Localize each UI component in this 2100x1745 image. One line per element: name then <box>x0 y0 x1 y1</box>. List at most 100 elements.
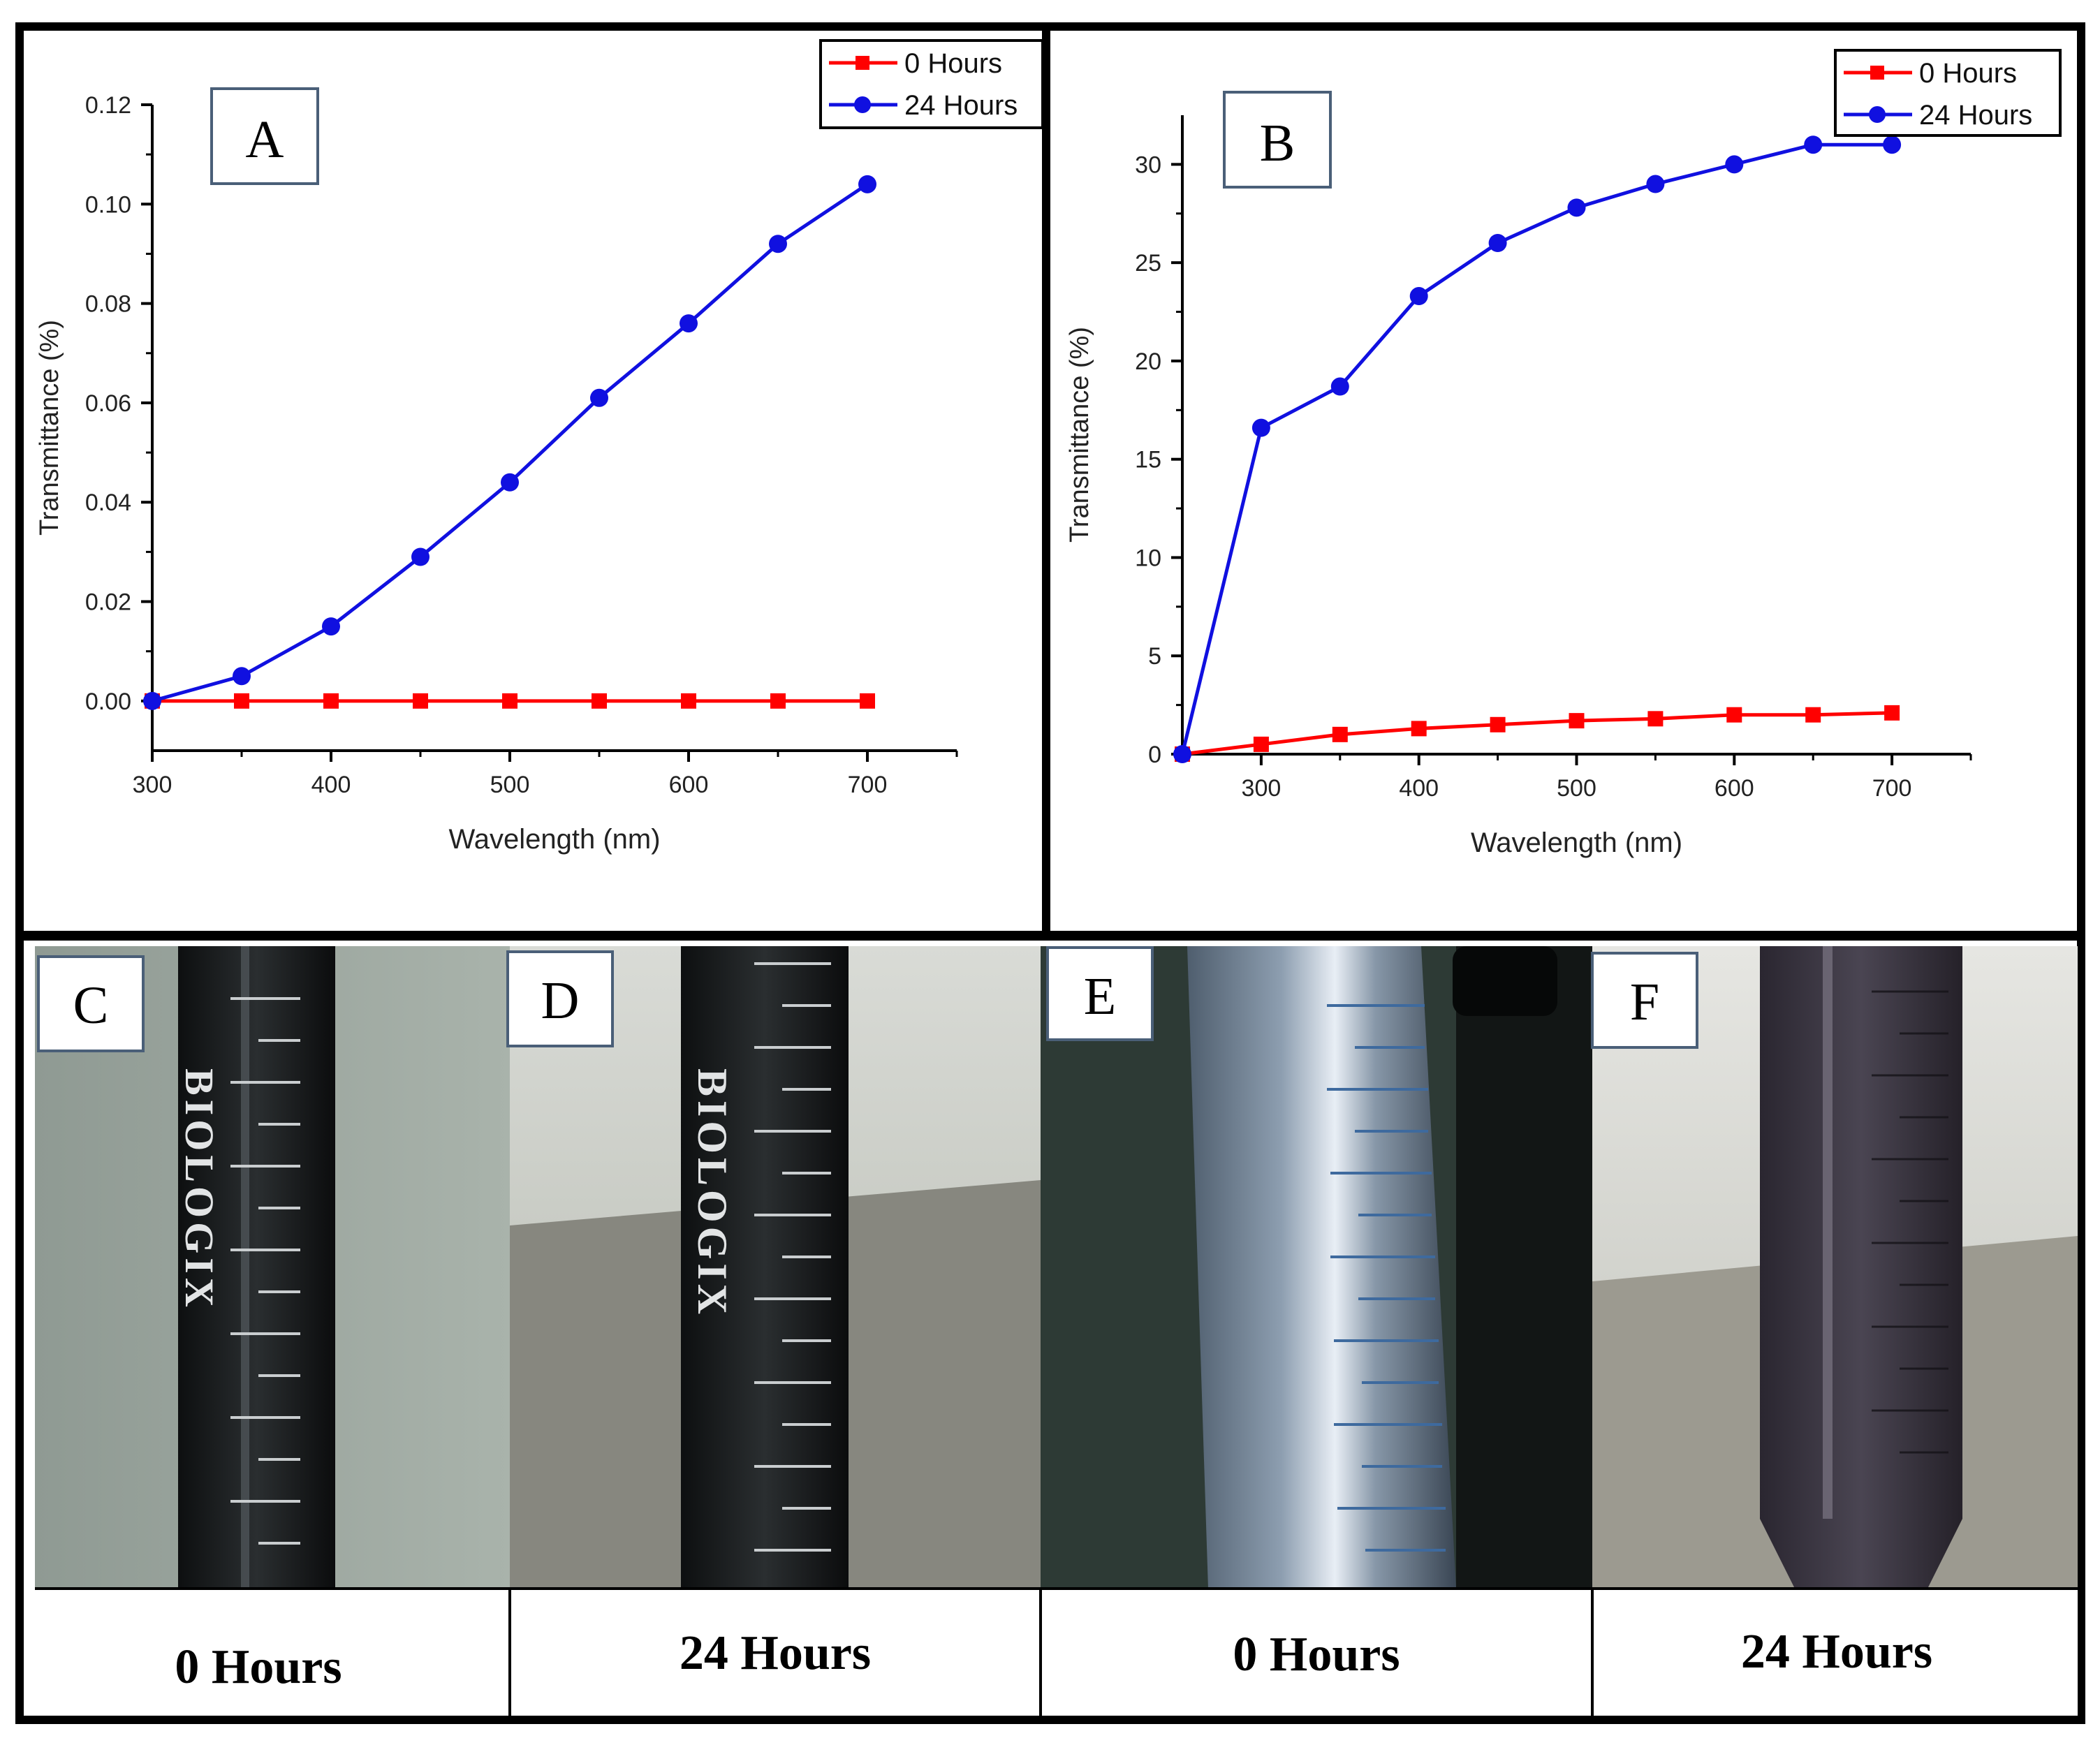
chart-a-point-24h <box>501 473 519 492</box>
chart-b-legend-marker-24h <box>1869 106 1886 123</box>
chart-b-y-tick-label: 25 <box>1135 250 1161 277</box>
caption-c: 0 Hours <box>175 1640 342 1694</box>
chart-b-point-0h <box>1411 721 1427 737</box>
photo-f-letter: F <box>1630 973 1659 1031</box>
photo-e-letter: E <box>1084 967 1116 1026</box>
chart-b-x-tick-label: 500 <box>1557 775 1596 802</box>
photo-c: BIOLOGIX C <box>35 946 510 1589</box>
photo-f-cylinder <box>1760 946 1962 1589</box>
chart-a-point-0h <box>323 693 339 709</box>
chart-a-y-tick-label: 0.06 <box>85 390 131 417</box>
chart-b-y-tick-label: 5 <box>1148 643 1161 670</box>
chart-b-point-0h <box>1647 711 1664 727</box>
chart-b-point-24h <box>1567 198 1586 217</box>
chart-b-y-tick-label: 15 <box>1135 447 1161 473</box>
chart-b-letter: B <box>1260 114 1295 172</box>
photo-e-cylinder <box>1187 946 1456 1589</box>
chart-b-point-24h <box>1646 175 1665 193</box>
chart-b-point-0h <box>1884 705 1900 721</box>
chart-b-x-tick-label: 700 <box>1872 775 1912 802</box>
photo-e-graduations <box>1327 1004 1446 1552</box>
photo-c-graduations <box>230 997 300 1545</box>
chart-a-x-tick-label: 400 <box>311 772 351 798</box>
chart-b-legend-label: 24 Hours <box>1919 100 2032 131</box>
chart-a-point-24h <box>322 617 340 636</box>
chart-a-y-tick-label: 0.12 <box>85 92 131 119</box>
chart-b-legend-label: 0 Hours <box>1919 58 2017 89</box>
chart-b-point-0h <box>1332 726 1348 742</box>
photo-c-tube-lettering: BIOLOGIX <box>177 1068 222 1311</box>
photo-c-highlight <box>241 946 249 1589</box>
chart-b-point-0h <box>1726 707 1742 723</box>
chart-b-point-24h <box>1804 135 1823 154</box>
chart-a-point-0h <box>413 693 428 709</box>
photo-f-highlight <box>1823 946 1833 1519</box>
chart-b-point-24h <box>1409 287 1428 306</box>
photo-e: E <box>1041 946 1592 1589</box>
chart-b: B 0 5 10 15 20 25 30 300 400 500 600 700 Wavelength … <box>1065 49 2062 858</box>
chart-a-series-24h-line <box>152 182 869 703</box>
photo-d-tube-lettering: BIOLOGIX <box>689 1068 735 1318</box>
chart-a-letter-box <box>210 87 319 185</box>
caption-f: 24 Hours <box>1741 1625 1932 1679</box>
chart-b-y-tick-label: 0 <box>1148 742 1161 768</box>
chart-b-point-0h <box>1253 736 1269 752</box>
chart-a-point-24h <box>411 547 429 566</box>
chart-a-point-0h <box>770 693 786 709</box>
chart-a: A 0.00 0.02 0.04 0.06 0.08 0.10 0.12 300 400 500 6… <box>35 39 1044 855</box>
chart-a-point-24h <box>590 388 608 407</box>
chart-b-x-tick-label: 400 <box>1399 775 1439 802</box>
chart-a-point-24h <box>769 235 787 253</box>
chart-b-point-24h <box>1488 234 1507 252</box>
chart-b-point-24h <box>1883 135 1902 154</box>
photo-e-letter-box <box>1046 946 1154 1041</box>
chart-b-y-tick-label: 10 <box>1135 545 1161 571</box>
photo-d-letter-box <box>506 950 614 1047</box>
chart-a-x-axis-label: Wavelength (nm) <box>448 824 660 855</box>
chart-a-legend-label: 24 Hours <box>904 90 1018 121</box>
chart-b-point-24h <box>1251 418 1270 437</box>
photo-d-letter: D <box>541 971 580 1030</box>
chart-b-x-axis-label: Wavelength (nm) <box>1471 827 1682 858</box>
chart-b-point-0h <box>1805 707 1821 723</box>
caption-d: 24 Hours <box>680 1626 871 1680</box>
chart-a-point-0h <box>234 693 249 709</box>
photo-e-clamp <box>1453 946 1557 1016</box>
photo-e-dark-stand <box>1456 946 1592 1589</box>
chart-a-point-24h <box>858 175 876 193</box>
chart-b-point-24h <box>1330 377 1349 396</box>
chart-a-y-tick-label: 0.08 <box>85 291 131 318</box>
chart-a-point-24h <box>143 691 161 710</box>
chart-a-y-tick-label: 0.02 <box>85 589 131 616</box>
chart-b-series-0h-line <box>1182 711 1893 756</box>
photo-d-graduations <box>754 962 831 1552</box>
chart-b-y-tick-label: 20 <box>1135 348 1161 375</box>
chart-a-y-tick-label: 0.10 <box>85 191 131 218</box>
chart-a-y-tick-label: 0.04 <box>85 489 131 516</box>
chart-a-point-0h <box>681 693 696 709</box>
photo-f-graduations <box>1872 990 1948 1454</box>
photo-f: F <box>1591 946 2078 1589</box>
photo-f-letter-box <box>1591 952 1698 1049</box>
chart-a-y-tick-label: 0.00 <box>85 689 131 715</box>
chart-b-x-tick-label: 600 <box>1714 775 1754 802</box>
chart-b-y-axis-label: Transmittance (%) <box>1065 327 1094 543</box>
photo-c-cylinder <box>178 946 335 1589</box>
chart-a-legend-label: 0 Hours <box>904 48 1002 79</box>
chart-b-letter-box <box>1223 91 1332 189</box>
chart-a-point-0h <box>502 693 517 709</box>
chart-a-legend-box <box>819 39 1044 129</box>
chart-b-y-tick-label: 30 <box>1135 152 1161 178</box>
chart-b-series-24h-line <box>1180 142 1893 755</box>
chart-b-point-24h <box>1725 155 1744 174</box>
chart-a-x-tick-label: 300 <box>133 772 172 798</box>
photo-d: BIOLOGIX D <box>506 946 1041 1589</box>
chart-a-legend-marker-0h <box>856 56 869 70</box>
chart-b-legend-marker-0h <box>1870 66 1884 80</box>
caption-e: 0 Hours <box>1233 1628 1400 1681</box>
chart-a-point-0h <box>860 693 875 709</box>
chart-a-point-24h <box>233 667 251 686</box>
chart-a-y-axis-label: Transmittance (%) <box>35 320 64 536</box>
photo-d-cylinder <box>681 946 849 1589</box>
